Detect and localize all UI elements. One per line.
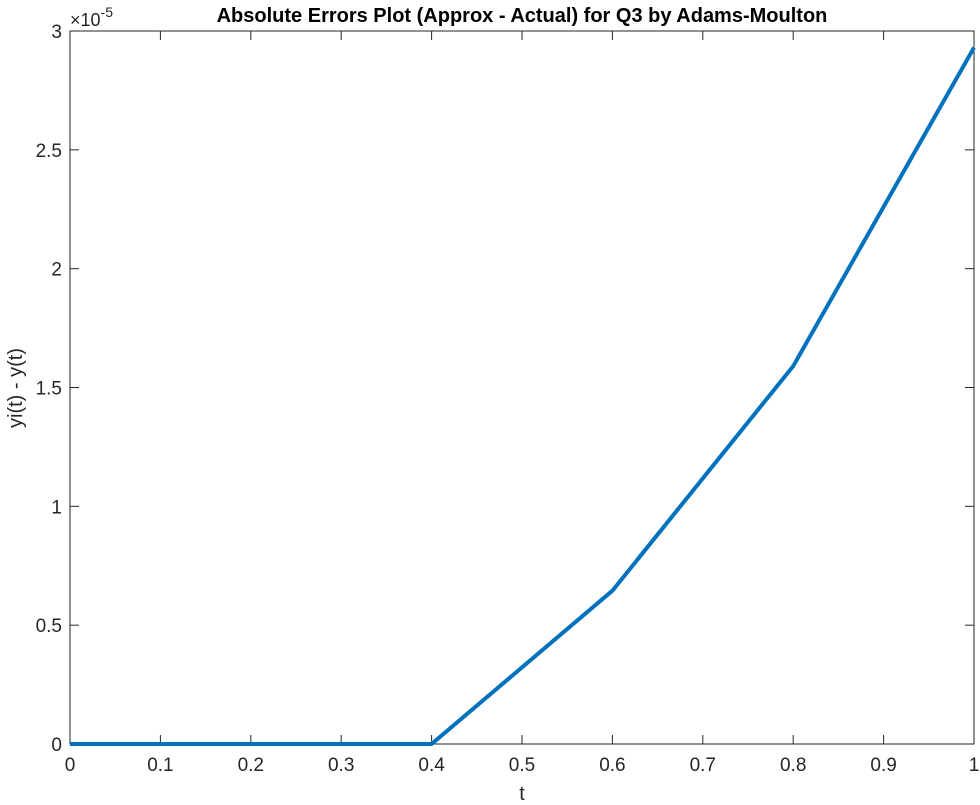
x-tick-label: 0.7 bbox=[690, 755, 716, 776]
y-multiplier-label: ×10-5 bbox=[70, 4, 113, 30]
plot-area bbox=[69, 30, 975, 745]
y-tick-label: 1 bbox=[51, 497, 62, 518]
x-axis-label: t bbox=[519, 783, 525, 805]
x-tick-label: 0.6 bbox=[599, 755, 625, 776]
x-tick-label: 0.8 bbox=[780, 755, 806, 776]
x-tick-label: 0.5 bbox=[509, 755, 535, 776]
y-tick-label: 0 bbox=[51, 735, 62, 756]
y-tick-label: 2.5 bbox=[36, 141, 62, 162]
y-tick-label: 0.5 bbox=[36, 616, 62, 637]
x-tick-label: 0.4 bbox=[418, 755, 445, 776]
x-tick-label: 0.3 bbox=[328, 755, 354, 776]
y-tick-label: 2 bbox=[51, 260, 62, 281]
series-layer bbox=[70, 46, 976, 746]
x-tick-label: 0.9 bbox=[870, 755, 896, 776]
x-tick-label: 0.1 bbox=[147, 755, 173, 776]
x-tick-label: 0 bbox=[65, 755, 76, 776]
x-tick-label: 0.2 bbox=[238, 755, 264, 776]
y-multiplier-exponent: -5 bbox=[101, 4, 114, 20]
y-axis-label: yi(t) - y(t) bbox=[5, 348, 27, 428]
y-tick-label: 1.5 bbox=[36, 379, 62, 400]
y-tick-label: 3 bbox=[51, 22, 62, 43]
y-multiplier-base: ×10 bbox=[70, 10, 101, 30]
x-tick-label: 1 bbox=[969, 755, 980, 776]
x-axis: 0 0.1 0.2 0.3 0.4 0.5 0.6 0.7 0.8 0.9 1 bbox=[65, 31, 980, 776]
series-line bbox=[70, 46, 976, 746]
chart-title: Absolute Errors Plot (Approx - Actual) f… bbox=[217, 5, 828, 27]
